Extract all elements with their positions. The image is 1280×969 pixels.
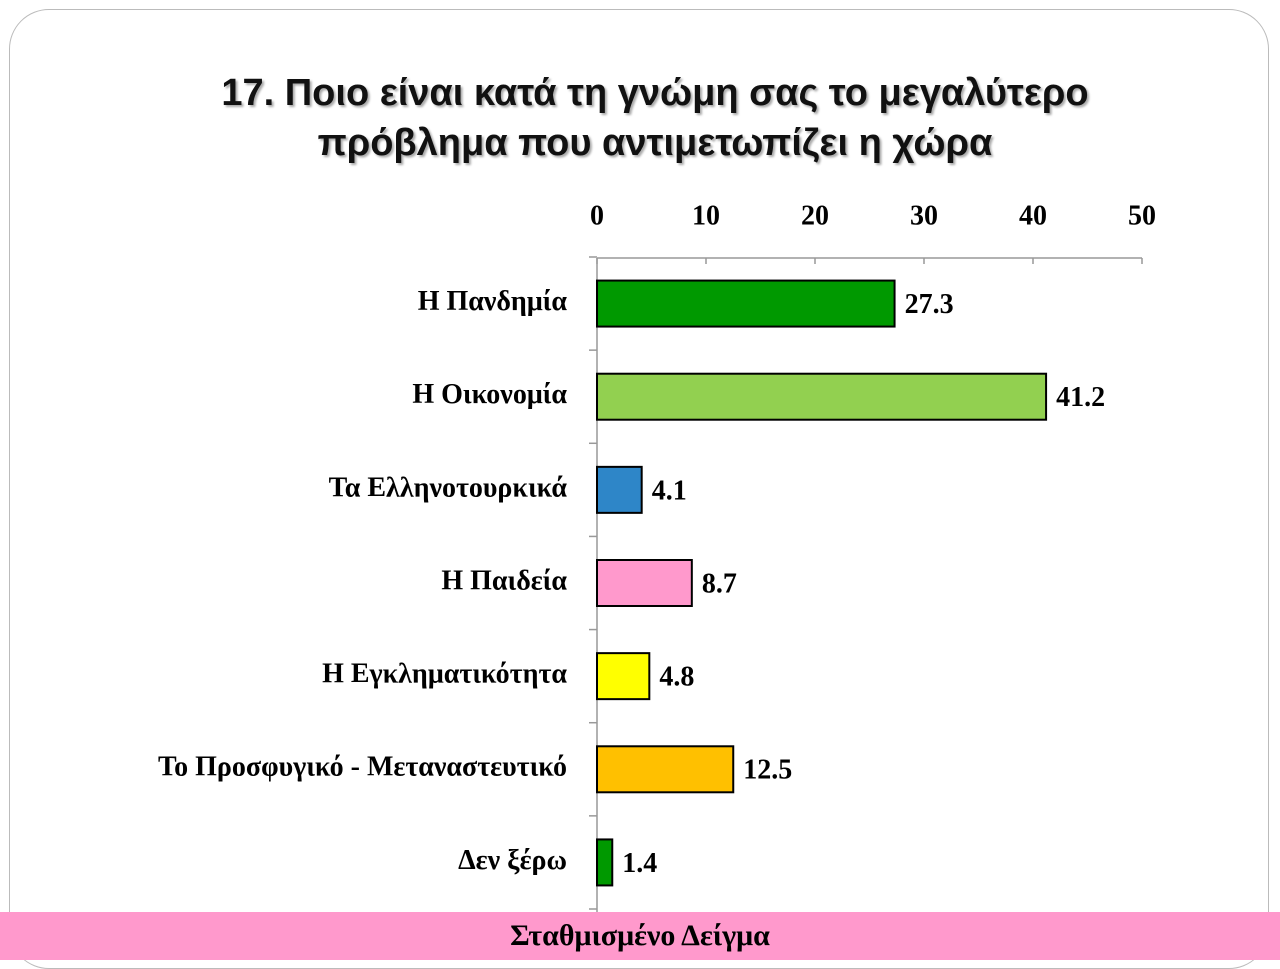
bar	[596, 559, 693, 607]
x-tick-label: 40	[1019, 200, 1047, 231]
value-label: 1.4	[622, 848, 657, 879]
bar	[596, 465, 643, 514]
value-label: 12.5	[743, 755, 792, 786]
value-label: 27.3	[905, 289, 954, 320]
value-label: 41.2	[1056, 382, 1105, 413]
y-tick-label: Το Προσφυγικό - Μεταναστευτικό	[158, 752, 567, 783]
y-tick-label: Η Παιδεία	[441, 565, 567, 596]
value-label: 4.8	[659, 662, 694, 693]
y-tick-label: Η Εγκληματικότητα	[322, 659, 567, 690]
bar	[596, 838, 614, 887]
x-tick-label: 30	[910, 200, 938, 231]
x-tick-label: 20	[801, 200, 829, 231]
value-label: 8.7	[702, 568, 737, 599]
chart-title: 17. Ποιο είναι κατά τη γνώμη σας το μεγα…	[221, 72, 1089, 164]
bar	[596, 372, 1048, 421]
x-tick-label: 10	[692, 200, 720, 231]
bar	[596, 652, 651, 701]
y-tick-label: Τα Ελληνοτουρκικά	[329, 472, 568, 503]
y-tick-label: Δεν ξέρω	[458, 845, 567, 876]
value-label: 4.1	[652, 475, 687, 506]
bar	[596, 279, 896, 328]
x-tick-label: 50	[1128, 200, 1156, 231]
bar	[596, 745, 735, 794]
y-tick-label: Η Οικονομία	[412, 379, 567, 410]
x-tick-label: 0	[590, 200, 604, 231]
y-tick-label: Η Πανδημία	[418, 286, 568, 317]
footer: Σταθμισμένο Δείγμα	[0, 912, 1280, 960]
chart: 0 10 20 30 40 50 Η Πανδημία 27.3 Η Οικονομία 41.2…	[158, 200, 1156, 912]
